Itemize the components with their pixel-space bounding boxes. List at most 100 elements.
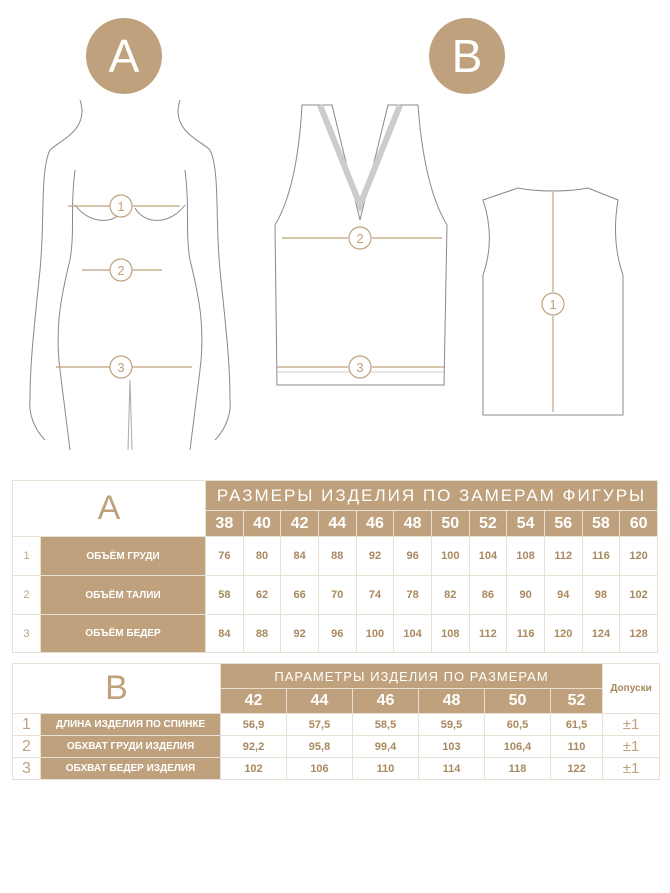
size-header: 38 [205,510,244,537]
vest-back-illustration: 1 [482,187,624,416]
size-header: 40 [242,510,282,537]
value-cell: 78 [393,575,432,615]
table-row: 1 ДЛИНА ИЗДЕЛИЯ ПО СПИНКЕ 56,9 57,5 58,5 59,5… [12,713,660,736]
size-header: 46 [355,510,395,537]
value-cell: 106,4 [484,735,551,758]
value-cell: 102 [220,757,287,780]
value-cell: 120 [619,536,658,576]
value-cell: 102 [619,575,658,615]
table-a-letter: A [12,480,206,537]
value-cell: 120 [543,614,583,653]
table-body-measurements: A РАЗМЕРЫ ИЗДЕЛИЯ ПО ЗАМЕРАМ ФИГУРЫ 38 40… [12,480,658,653]
value-cell: 128 [619,614,658,653]
marker-1: 1 [117,199,124,214]
value-cell: 90 [506,575,545,615]
marker-2-vest: 2 [356,231,363,246]
value-cell: 98 [581,575,621,615]
value-cell: 112 [468,614,508,653]
value-cell: 88 [242,614,282,653]
marker-1-vest: 1 [549,297,556,312]
value-cell: 92,2 [220,735,287,758]
size-header: 42 [280,510,319,537]
value-cell: 122 [549,757,604,780]
badge-b: B [429,18,505,94]
tolerance-cell: ±1 [602,735,660,758]
size-header: 52 [549,688,604,714]
badge-a: A [86,18,162,94]
table-product-parameters: B ПАРАМЕТРЫ ИЗДЕЛИЯ ПО РАЗМЕРАМ Допуски … [12,663,660,780]
size-header: 54 [506,510,545,537]
size-header: 44 [317,510,357,537]
row-number: 2 [12,575,41,615]
value-cell: 108 [506,536,545,576]
size-header: 44 [286,688,353,714]
row-number: 3 [12,614,41,653]
value-cell: 96 [317,614,357,653]
value-cell: 92 [280,614,319,653]
value-cell: 84 [205,614,244,653]
value-cell: 108 [430,614,470,653]
value-cell: 116 [506,614,545,653]
marker-3-vest: 3 [356,360,363,375]
vest-front-illustration: 2 3 [274,103,448,386]
value-cell: 118 [484,757,551,780]
value-cell: 99,4 [352,735,419,758]
value-cell: 70 [317,575,357,615]
value-cell: 74 [355,575,395,615]
value-cell: 124 [581,614,621,653]
table-row: 1 ОБЪЁМ ГРУДИ 76 80 84 88 92 96 100 104 108 112 116 1… [12,536,658,576]
table-row: 2 ОБХВАТ ГРУДИ ИЗДЕЛИЯ 92,2 95,8 99,4 103 106,… [12,735,660,758]
size-header: 48 [418,688,485,714]
size-header: 52 [468,510,508,537]
value-cell: 100 [430,536,470,576]
value-cell: 110 [352,757,419,780]
value-cell: 60,5 [484,713,551,736]
row-number: 3 [12,757,41,780]
tolerance-cell: ±1 [602,713,660,736]
row-label: ОБХВАТ БЕДЕР ИЗДЕЛИЯ [40,757,221,780]
size-header: 60 [619,510,658,537]
size-header: 50 [430,510,470,537]
value-cell: 82 [430,575,470,615]
value-cell: 88 [317,536,357,576]
value-cell: 59,5 [418,713,485,736]
table-b-letter: B [12,663,221,714]
row-label: ОБХВАТ ГРУДИ ИЗДЕЛИЯ [40,735,221,758]
row-label: ОБЪЁМ ГРУДИ [40,536,206,576]
size-header: 58 [581,510,621,537]
table-a-title: РАЗМЕРЫ ИЗДЕЛИЯ ПО ЗАМЕРАМ ФИГУРЫ [205,480,658,511]
value-cell: 95,8 [286,735,353,758]
value-cell: 61,5 [549,713,604,736]
table-b-title: ПАРАМЕТРЫ ИЗДЕЛИЯ ПО РАЗМЕРАМ [219,663,604,689]
value-cell: 116 [581,536,621,576]
row-number: 2 [12,735,41,758]
row-number: 1 [12,536,41,576]
tolerance-cell: ±1 [602,757,660,780]
marker-3: 3 [117,360,124,375]
marker-2: 2 [117,263,124,278]
value-cell: 57,5 [286,713,353,736]
value-cell: 100 [355,614,395,653]
value-cell: 58,5 [352,713,419,736]
value-cell: 86 [468,575,508,615]
row-label: ДЛИНА ИЗДЕЛИЯ ПО СПИНКЕ [40,713,221,736]
value-cell: 110 [549,735,604,758]
value-cell: 112 [543,536,583,576]
value-cell: 104 [393,614,432,653]
value-cell: 96 [393,536,432,576]
tolerance-header: Допуски [602,663,660,714]
value-cell: 66 [280,575,319,615]
size-header: 48 [393,510,432,537]
value-cell: 84 [280,536,319,576]
table-row: 3 ОБЪЁМ БЕДЕР 84 88 92 96 100 104 108 112 116 120 12… [12,614,658,653]
value-cell: 56,9 [220,713,287,736]
table-row: 2 ОБЪЁМ ТАЛИИ 58 62 66 70 74 78 82 86 90 94 98 102 [12,575,658,615]
size-header: 56 [543,510,583,537]
row-label: ОБЪЁМ ТАЛИИ [40,575,206,615]
size-header: 42 [220,688,287,714]
body-figure-illustration: 1 2 3 [29,100,231,450]
value-cell: 106 [286,757,353,780]
value-cell: 114 [418,757,485,780]
value-cell: 80 [242,536,282,576]
